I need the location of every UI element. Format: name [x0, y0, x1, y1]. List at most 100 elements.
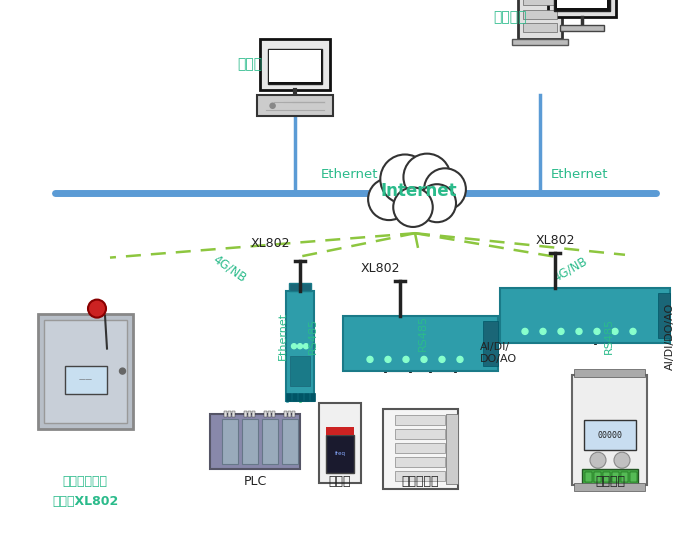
FancyBboxPatch shape: [260, 39, 330, 90]
FancyBboxPatch shape: [395, 457, 445, 467]
FancyBboxPatch shape: [395, 471, 445, 481]
FancyBboxPatch shape: [262, 419, 278, 464]
Circle shape: [522, 328, 528, 334]
FancyBboxPatch shape: [554, 0, 610, 11]
Circle shape: [457, 356, 463, 362]
FancyBboxPatch shape: [37, 314, 133, 428]
Text: RS485: RS485: [418, 315, 428, 351]
FancyBboxPatch shape: [288, 412, 291, 417]
FancyBboxPatch shape: [523, 10, 557, 19]
Text: PLC: PLC: [243, 475, 267, 488]
FancyBboxPatch shape: [228, 412, 231, 417]
Text: 變頻器: 變頻器: [329, 475, 351, 488]
FancyBboxPatch shape: [282, 419, 298, 464]
FancyBboxPatch shape: [272, 412, 275, 417]
Circle shape: [612, 328, 618, 334]
Circle shape: [424, 169, 466, 210]
FancyBboxPatch shape: [582, 469, 638, 485]
Text: 箱內配XL802: 箱內配XL802: [52, 494, 118, 508]
Text: AI/DI/DO/AO: AI/DI/DO/AO: [665, 302, 675, 370]
Text: 4G/NB: 4G/NB: [211, 253, 249, 285]
Circle shape: [590, 452, 606, 468]
FancyBboxPatch shape: [292, 412, 295, 417]
FancyBboxPatch shape: [264, 412, 267, 417]
FancyBboxPatch shape: [298, 393, 303, 401]
FancyBboxPatch shape: [395, 443, 445, 453]
Circle shape: [576, 328, 582, 334]
FancyBboxPatch shape: [286, 393, 291, 401]
Text: 電力儀表: 電力儀表: [595, 475, 625, 488]
FancyBboxPatch shape: [252, 412, 255, 417]
FancyBboxPatch shape: [44, 320, 126, 423]
Circle shape: [88, 300, 106, 318]
Text: 環保監測控制: 環保監測控制: [62, 475, 108, 488]
Circle shape: [292, 344, 296, 349]
FancyBboxPatch shape: [560, 25, 605, 31]
Circle shape: [367, 356, 373, 362]
Circle shape: [540, 328, 546, 334]
FancyBboxPatch shape: [284, 412, 287, 417]
Circle shape: [270, 103, 275, 108]
FancyBboxPatch shape: [603, 472, 610, 482]
Circle shape: [439, 356, 445, 362]
FancyBboxPatch shape: [658, 293, 670, 338]
FancyBboxPatch shape: [383, 409, 457, 489]
FancyBboxPatch shape: [512, 39, 568, 45]
FancyBboxPatch shape: [584, 420, 636, 450]
Circle shape: [421, 356, 427, 362]
FancyBboxPatch shape: [326, 435, 354, 473]
FancyBboxPatch shape: [395, 429, 445, 439]
Text: Ethernet: Ethernet: [278, 312, 288, 360]
FancyBboxPatch shape: [343, 316, 498, 371]
Text: 操作站: 操作站: [238, 58, 263, 72]
Circle shape: [393, 188, 433, 227]
FancyBboxPatch shape: [549, 0, 616, 17]
Text: freq: freq: [334, 451, 346, 456]
FancyBboxPatch shape: [256, 95, 333, 116]
Text: 云服務器: 云服務器: [493, 10, 527, 24]
Text: XL802: XL802: [360, 262, 400, 276]
Circle shape: [594, 328, 600, 334]
Text: XL802: XL802: [536, 234, 575, 248]
FancyBboxPatch shape: [269, 50, 321, 82]
Text: Ethernet: Ethernet: [321, 168, 379, 181]
FancyBboxPatch shape: [304, 393, 309, 401]
FancyBboxPatch shape: [65, 366, 107, 394]
FancyBboxPatch shape: [523, 24, 557, 32]
FancyBboxPatch shape: [326, 427, 354, 435]
FancyBboxPatch shape: [574, 369, 645, 377]
Text: Ethernet: Ethernet: [551, 168, 609, 181]
FancyBboxPatch shape: [482, 321, 498, 366]
Text: RS485: RS485: [604, 318, 614, 354]
FancyBboxPatch shape: [290, 356, 310, 386]
Circle shape: [630, 328, 636, 334]
FancyBboxPatch shape: [268, 412, 271, 417]
Circle shape: [298, 344, 303, 349]
FancyBboxPatch shape: [621, 472, 628, 482]
FancyBboxPatch shape: [500, 288, 670, 343]
Text: Internet: Internet: [381, 182, 457, 200]
FancyBboxPatch shape: [244, 412, 247, 417]
FancyBboxPatch shape: [630, 472, 637, 482]
FancyBboxPatch shape: [594, 472, 601, 482]
FancyBboxPatch shape: [248, 412, 251, 417]
FancyBboxPatch shape: [289, 283, 311, 291]
FancyBboxPatch shape: [612, 472, 619, 482]
FancyBboxPatch shape: [446, 414, 457, 484]
Text: AI/DI/
DO/AO: AI/DI/ DO/AO: [480, 342, 517, 364]
FancyBboxPatch shape: [518, 0, 562, 39]
FancyBboxPatch shape: [232, 412, 235, 417]
Text: XL802: XL802: [250, 237, 290, 250]
Circle shape: [380, 155, 430, 204]
Text: 00000: 00000: [598, 431, 623, 440]
FancyBboxPatch shape: [242, 419, 258, 464]
FancyBboxPatch shape: [210, 414, 300, 469]
FancyBboxPatch shape: [222, 419, 238, 464]
FancyBboxPatch shape: [286, 291, 314, 401]
FancyBboxPatch shape: [574, 483, 645, 491]
FancyBboxPatch shape: [523, 0, 557, 6]
FancyBboxPatch shape: [268, 49, 322, 84]
FancyBboxPatch shape: [310, 393, 315, 401]
FancyBboxPatch shape: [292, 393, 297, 401]
Circle shape: [614, 452, 630, 468]
